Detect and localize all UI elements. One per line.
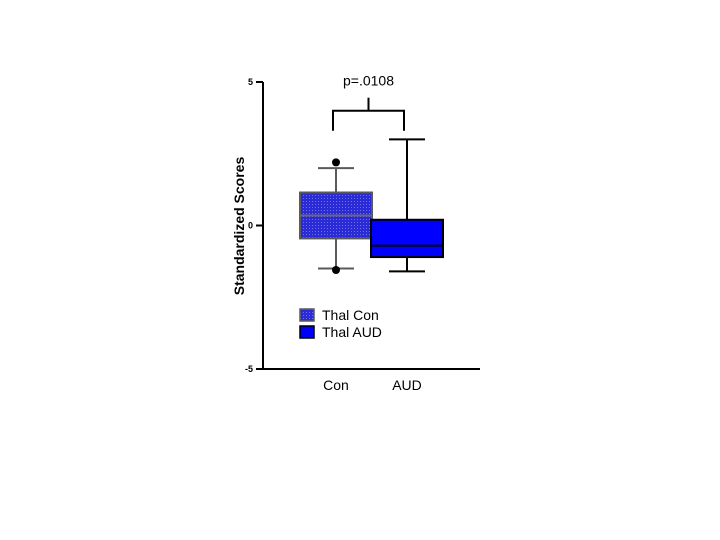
x-category-label: Con	[323, 377, 349, 393]
x-category-labels: Con AUD	[323, 377, 422, 393]
p-value-annotation: p=.0108	[343, 73, 394, 89]
legend-label: Thal AUD	[322, 324, 382, 340]
significance-bracket	[332, 97, 405, 131]
y-ticks: 5 0 -5	[245, 77, 263, 374]
legend-label: Thal Con	[322, 307, 379, 323]
bracket-line	[332, 109, 405, 131]
outlier-point	[332, 265, 340, 274]
legend-swatch	[299, 308, 315, 322]
y-tick-label: 0	[248, 221, 253, 231]
x-category-label: AUD	[392, 377, 422, 393]
box-iqr	[370, 218, 444, 259]
legend-swatch	[299, 325, 315, 339]
boxes	[299, 138, 444, 274]
y-axis-label: Standardized Scores	[231, 157, 247, 296]
y-tick-label: 5	[248, 77, 253, 87]
outlier-point	[332, 158, 340, 167]
box-con	[299, 158, 373, 274]
box-aud	[370, 138, 444, 273]
y-tick-label: -5	[245, 364, 253, 374]
